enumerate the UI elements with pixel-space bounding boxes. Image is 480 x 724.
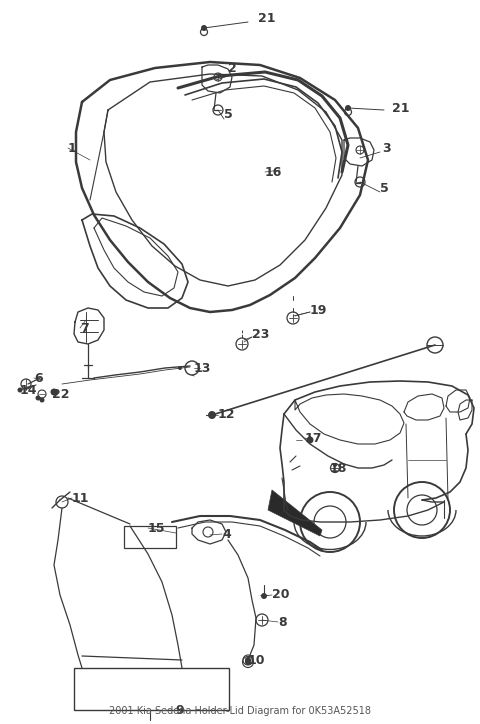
- Text: 4: 4: [222, 528, 231, 541]
- Circle shape: [307, 437, 313, 444]
- Text: 10: 10: [248, 654, 265, 667]
- Text: 14: 14: [20, 384, 37, 397]
- Text: 12: 12: [218, 408, 236, 421]
- Text: 13: 13: [194, 361, 211, 374]
- Text: 7: 7: [80, 321, 89, 334]
- Text: 17: 17: [305, 432, 323, 445]
- Circle shape: [50, 389, 58, 395]
- Text: 18: 18: [330, 461, 348, 474]
- Text: 5: 5: [380, 182, 389, 195]
- Text: 2: 2: [228, 62, 237, 75]
- Text: 21: 21: [392, 101, 409, 114]
- Text: 5: 5: [224, 109, 233, 122]
- Text: 20: 20: [272, 589, 289, 602]
- Circle shape: [178, 366, 182, 370]
- Circle shape: [333, 463, 337, 467]
- Text: 9: 9: [175, 704, 184, 717]
- Text: 23: 23: [252, 329, 269, 342]
- Polygon shape: [268, 490, 322, 536]
- Circle shape: [245, 657, 251, 663]
- Text: 1: 1: [68, 141, 77, 154]
- Circle shape: [261, 593, 267, 599]
- Circle shape: [36, 395, 40, 400]
- Circle shape: [345, 105, 351, 111]
- Text: 21: 21: [258, 12, 276, 25]
- Text: 2001 Kia Sedona Holder-Lid Diagram for 0K53A52518: 2001 Kia Sedona Holder-Lid Diagram for 0…: [109, 706, 371, 716]
- Circle shape: [39, 397, 45, 403]
- Text: 22: 22: [52, 389, 70, 402]
- Circle shape: [201, 25, 207, 31]
- Circle shape: [245, 659, 251, 665]
- Text: 11: 11: [72, 492, 89, 505]
- Text: 15: 15: [148, 521, 166, 534]
- Text: 8: 8: [278, 615, 287, 628]
- Circle shape: [208, 411, 216, 419]
- Text: 6: 6: [34, 371, 43, 384]
- Text: 16: 16: [265, 166, 282, 179]
- Text: 19: 19: [310, 303, 327, 316]
- Circle shape: [17, 387, 23, 392]
- Text: 3: 3: [382, 141, 391, 154]
